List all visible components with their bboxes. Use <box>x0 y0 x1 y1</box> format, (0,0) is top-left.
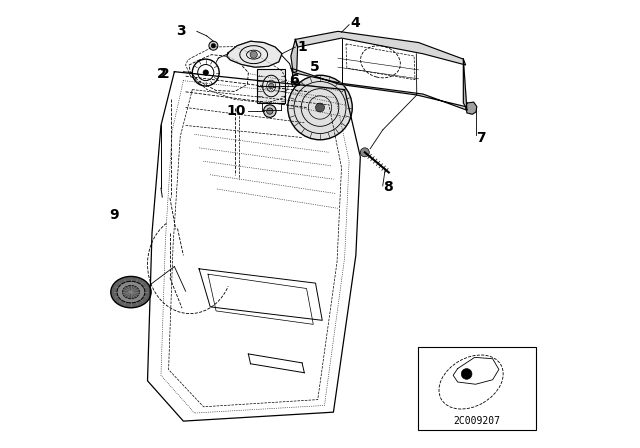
Polygon shape <box>227 41 282 67</box>
Ellipse shape <box>111 276 151 308</box>
Circle shape <box>209 41 218 50</box>
Text: 8: 8 <box>383 180 392 194</box>
Circle shape <box>269 83 274 89</box>
Text: 10: 10 <box>227 104 246 118</box>
Circle shape <box>264 105 276 117</box>
Text: 2: 2 <box>160 67 170 81</box>
Circle shape <box>461 369 472 379</box>
Text: 7: 7 <box>476 131 486 145</box>
Circle shape <box>250 51 257 58</box>
Text: 4: 4 <box>351 16 360 30</box>
Circle shape <box>203 70 209 75</box>
Circle shape <box>288 75 352 140</box>
Text: 2C009207: 2C009207 <box>453 417 500 426</box>
Text: 9: 9 <box>109 208 119 222</box>
Text: 3: 3 <box>176 24 186 39</box>
Circle shape <box>211 43 216 48</box>
Polygon shape <box>291 39 298 73</box>
Bar <box>257 69 285 103</box>
Polygon shape <box>296 31 466 65</box>
Polygon shape <box>291 81 300 86</box>
Bar <box>418 347 536 430</box>
Circle shape <box>360 148 369 157</box>
Circle shape <box>316 103 324 112</box>
Polygon shape <box>291 68 467 110</box>
Polygon shape <box>466 102 477 114</box>
Circle shape <box>267 108 273 114</box>
Text: 6: 6 <box>289 73 298 87</box>
Text: 5: 5 <box>310 60 320 74</box>
Ellipse shape <box>122 285 140 299</box>
Ellipse shape <box>117 281 145 303</box>
Text: 1: 1 <box>298 40 307 54</box>
Text: 2: 2 <box>157 67 166 81</box>
Polygon shape <box>463 59 467 110</box>
